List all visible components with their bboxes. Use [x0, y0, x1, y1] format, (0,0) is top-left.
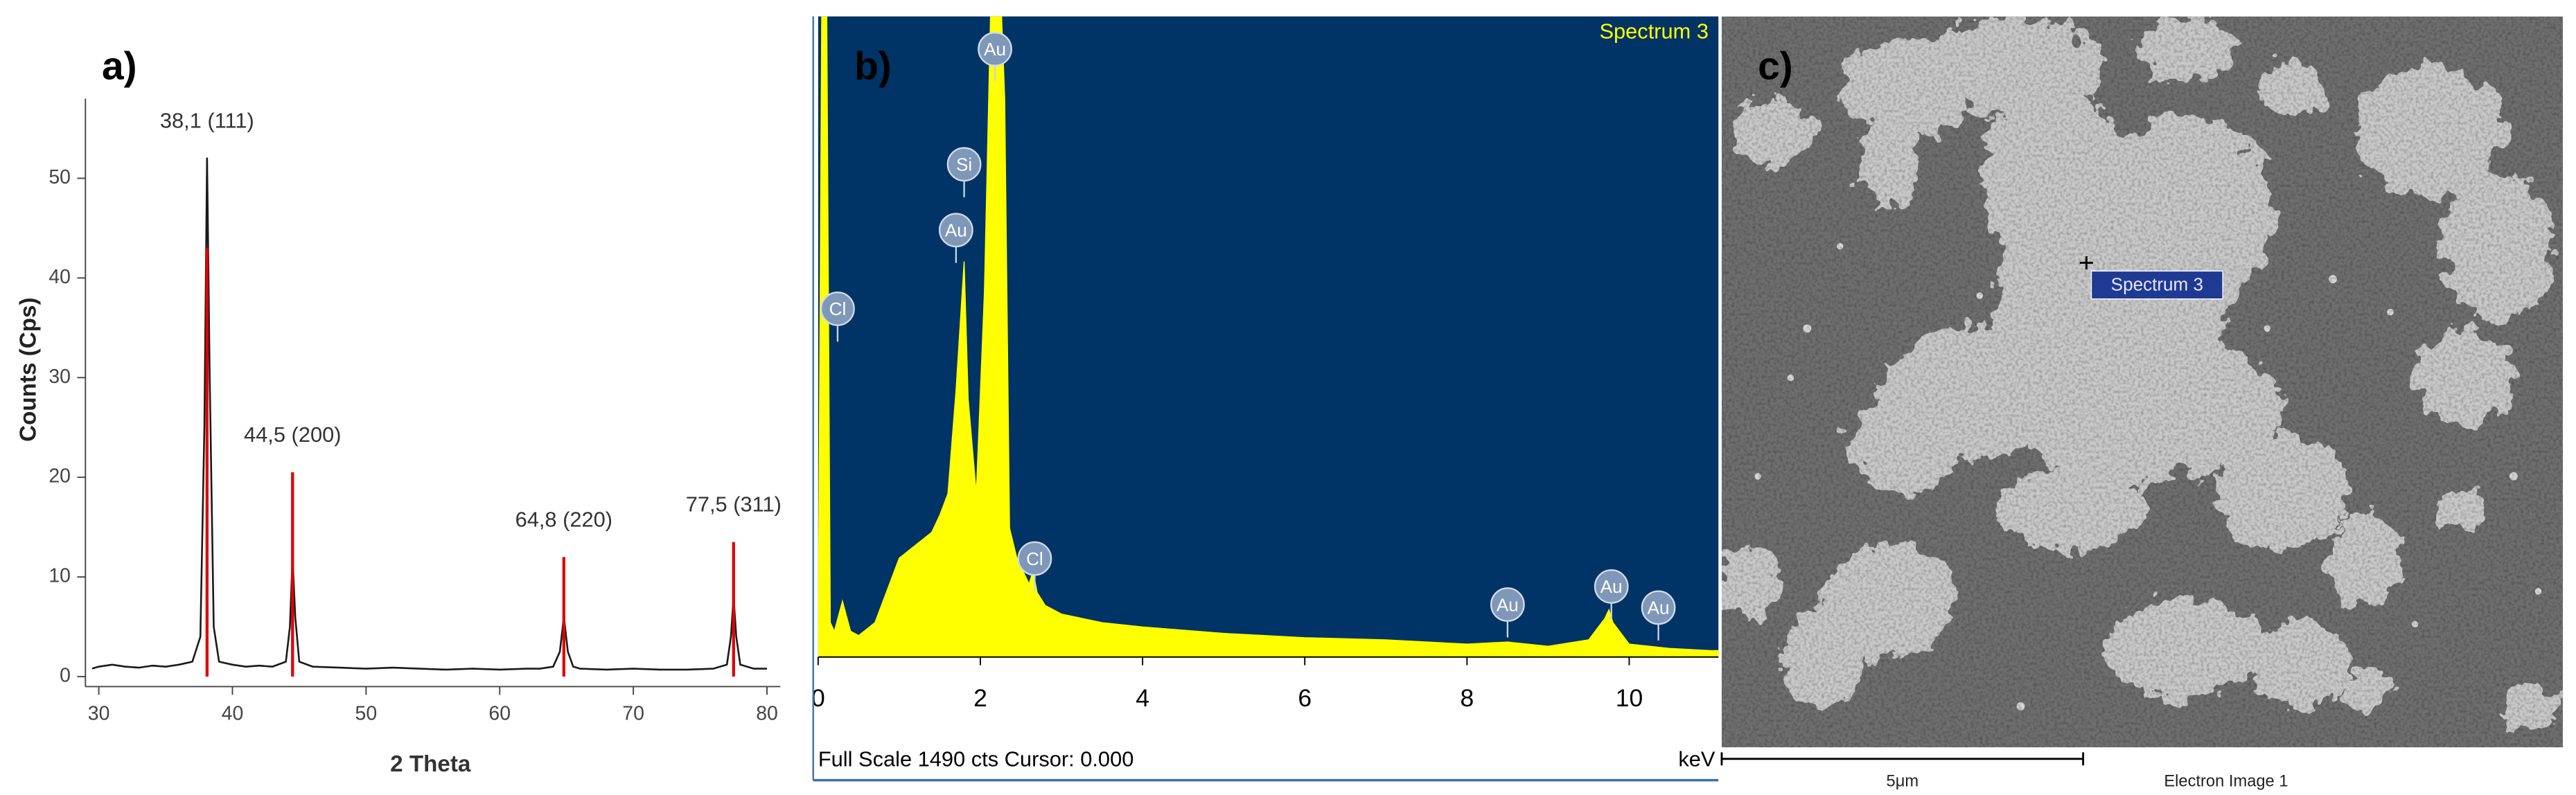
x-axis-unit: keV: [1678, 747, 1715, 771]
image-caption: Electron Image 1: [2164, 772, 2288, 790]
x-tick-label: 2: [973, 684, 987, 712]
y-tick-label: 30: [48, 366, 71, 388]
y-tick-label: 50: [48, 166, 71, 188]
panel-label: b): [854, 44, 892, 89]
spectrum-tag-label: Spectrum 3: [2111, 274, 2203, 295]
spectrum-area: [818, 16, 1719, 657]
plot-area: [91, 157, 768, 677]
peak-marker-label: Cl: [829, 298, 847, 319]
y-tick-label: 40: [48, 266, 71, 288]
x-tick-label: 80: [756, 702, 778, 724]
x-axis-label: 2 Theta: [390, 751, 471, 777]
x-tick-label: 40: [222, 702, 244, 724]
x-tick-label: 0: [811, 684, 825, 712]
x-tick-label: 4: [1136, 684, 1149, 712]
peak-annotation: 44,5 (200): [244, 422, 341, 447]
x-tick-label: 10: [1616, 684, 1643, 712]
plot-area: [818, 16, 1719, 657]
peak-marker-label: Si: [956, 154, 972, 175]
peak-marker: [946, 147, 982, 182]
peak-annotation: 64,8 (220): [515, 507, 612, 531]
peak-marker-label: Au: [1648, 598, 1670, 618]
x-tick-label: 70: [622, 702, 644, 724]
peak-marker: [938, 213, 973, 248]
peak-marker-label: Cl: [1026, 548, 1043, 569]
scale-bar-ends: [1720, 752, 2085, 766]
y-axis-label: Counts (Cps): [15, 297, 41, 441]
y-tick-label: 20: [48, 465, 71, 488]
panel-label: a): [102, 44, 137, 89]
peak-marker: [1017, 541, 1052, 576]
x-tick-label: 60: [488, 702, 511, 724]
peak-marker: [1594, 569, 1629, 604]
spectrum-cross: [2079, 256, 2093, 269]
peak-marker: [1641, 590, 1676, 625]
x-tick-label: 6: [1298, 684, 1312, 712]
footer: Full Scale 1490 cts Cursor: 0.000: [818, 747, 1134, 771]
spectrum-tag: [2090, 270, 2223, 300]
pattern-line: [91, 157, 768, 671]
grain: [1721, 16, 2564, 748]
y-tick-label: 10: [48, 565, 71, 587]
peak-marker-label: Au: [1600, 576, 1623, 597]
peak-marker-label: Au: [984, 39, 1006, 60]
peak-annotation: 38,1 (111): [160, 109, 254, 133]
peak-marker: [820, 291, 855, 326]
x-tick-label: 30: [88, 702, 110, 724]
peak-marker: [1490, 587, 1525, 622]
panel-label: c): [1758, 44, 1793, 89]
peak-annotation: 77,5 (311): [686, 492, 782, 517]
peak-marker-label: Au: [945, 220, 967, 241]
scale-bar-label: 5μm: [1887, 772, 1919, 790]
spectrum-label: Spectrum 3: [1599, 19, 1709, 44]
sem-image: c) Spectrum 3: [1721, 16, 2564, 748]
y-tick-label: 0: [60, 665, 71, 687]
x-tick-label: 8: [1460, 684, 1474, 712]
peak-marker-label: Au: [1497, 594, 1519, 615]
peak-marker: [978, 31, 1012, 66]
x-tick-label: 50: [355, 702, 378, 724]
